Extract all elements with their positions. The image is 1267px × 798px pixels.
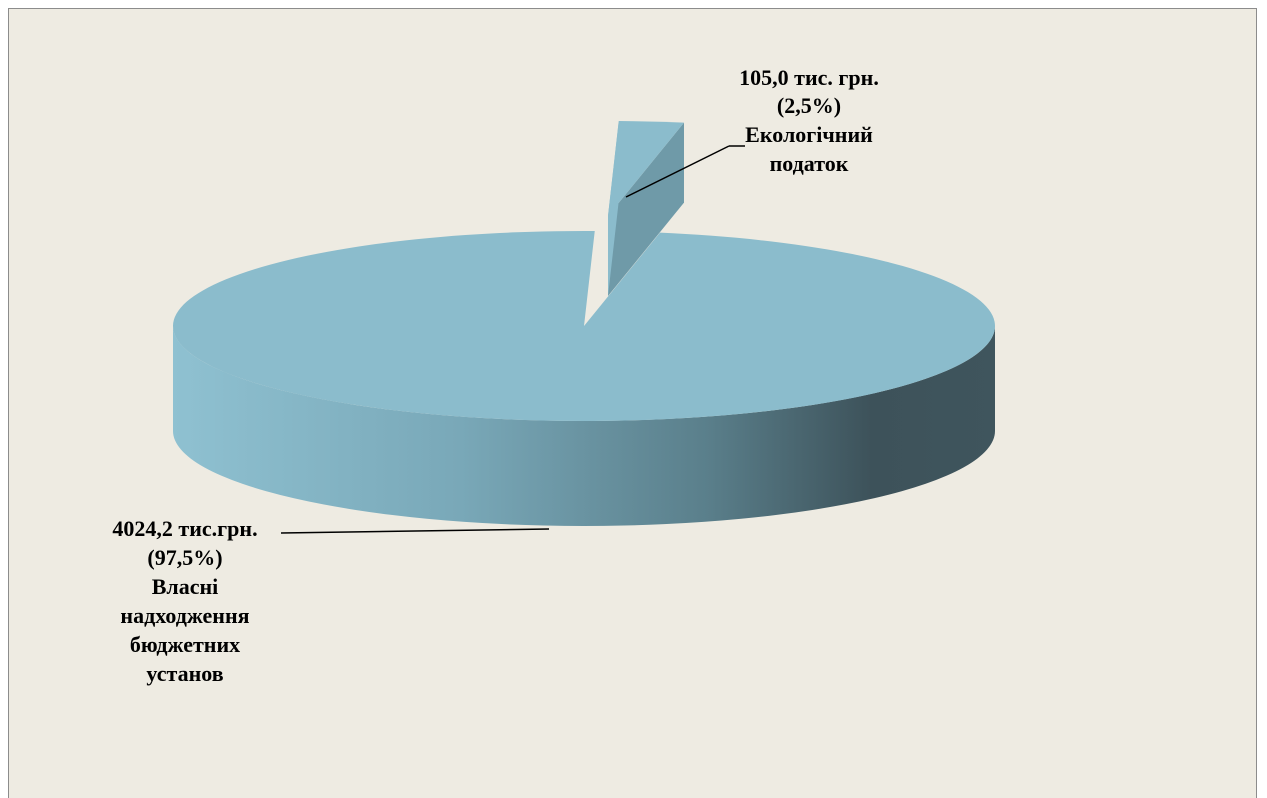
label-value: 105,0 тис. грн. xyxy=(739,65,879,90)
pie-slice-top xyxy=(608,121,684,216)
label-value: 4024,2 тис.грн. xyxy=(112,516,257,541)
pie-slice-side xyxy=(608,122,684,296)
label-name-line: надходження xyxy=(120,603,249,628)
pie-slice-top xyxy=(173,231,996,421)
pie-slice-ekolohichnyi-podatok xyxy=(608,121,684,296)
pie-slice-side xyxy=(173,326,995,526)
chart-area: 105,0 тис. грн. (2,5%) Екологічний подат… xyxy=(8,8,1257,798)
label-name-line: установ xyxy=(146,661,223,686)
label-name-line: Власні xyxy=(152,574,219,599)
data-label-vlasni: 4024,2 тис.грн. (97,5%) Власні надходжен… xyxy=(112,516,257,686)
label-percent: (2,5%) xyxy=(777,93,841,118)
label-name-line: податок xyxy=(770,151,849,176)
leader-line-vlasni xyxy=(280,528,550,534)
data-label-ekolohichnyi: 105,0 тис. грн. (2,5%) Екологічний подат… xyxy=(739,65,879,176)
label-name-line: бюджетних xyxy=(130,632,240,657)
pie-chart: 105,0 тис. грн. (2,5%) Екологічний подат… xyxy=(112,65,996,686)
label-name-line: Екологічний xyxy=(745,122,873,147)
leader-line-ekolohichnyi xyxy=(625,145,730,198)
label-percent: (97,5%) xyxy=(147,545,222,570)
pie-slice-vlasni-nadkhodzhennia xyxy=(173,231,996,526)
